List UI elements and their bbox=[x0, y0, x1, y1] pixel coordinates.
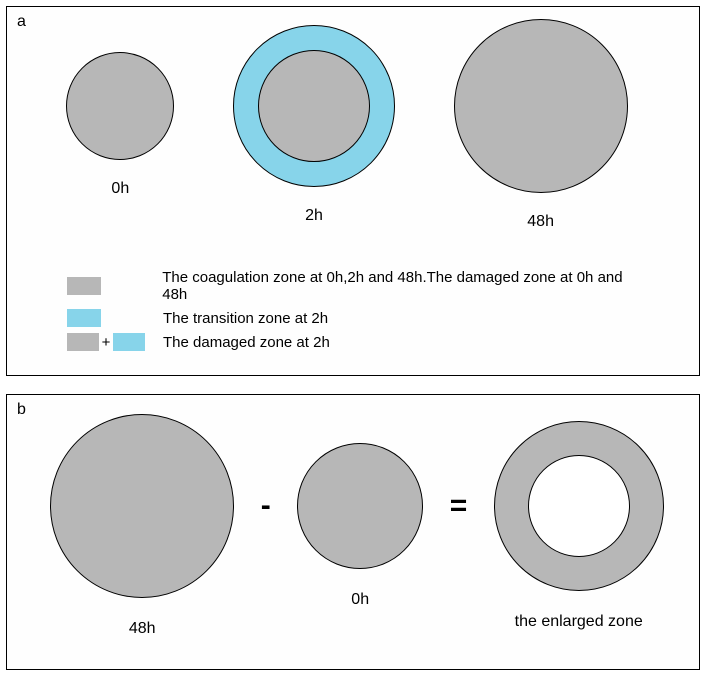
legend-text-2: The transition zone at 2h bbox=[163, 310, 328, 327]
circle-group-0h: 0h bbox=[66, 52, 174, 198]
circle-2h-container bbox=[233, 25, 395, 187]
legend-swatch-group-3: + bbox=[67, 333, 145, 351]
eq-enlarged: the enlarged zone bbox=[494, 421, 664, 631]
panel-a-circles-row: 0h 2h 48h bbox=[37, 35, 657, 215]
label-b-enlarged: the enlarged zone bbox=[515, 613, 643, 631]
legend-swatch-group-1 bbox=[67, 277, 144, 295]
panel-a-label: a bbox=[17, 13, 26, 31]
circle-48h-outer bbox=[454, 19, 628, 193]
label-b-48h: 48h bbox=[129, 620, 156, 638]
panel-b-label: b bbox=[17, 401, 26, 419]
legend-swatch-cyan-2 bbox=[113, 333, 145, 351]
legend: The coagulation zone at 0h,2h and 48h.Th… bbox=[67, 269, 647, 357]
legend-swatch-cyan bbox=[67, 309, 101, 327]
legend-swatch-grey-2 bbox=[67, 333, 99, 351]
panel-a: a 0h 2h 48h bbox=[6, 6, 700, 376]
label-b-0h: 0h bbox=[351, 591, 369, 609]
circle-group-48h: 48h bbox=[454, 19, 628, 231]
circle-b-48h bbox=[50, 414, 234, 598]
label-48h: 48h bbox=[527, 213, 554, 231]
circle-b-0h bbox=[297, 443, 423, 569]
panel-b: b 48h - 0h = the enlarged zone bbox=[6, 394, 700, 670]
legend-swatch-grey-1 bbox=[67, 277, 101, 295]
ring-outer bbox=[494, 421, 664, 591]
circle-group-2h: 2h bbox=[233, 25, 395, 225]
legend-row-1: The coagulation zone at 0h,2h and 48h.Th… bbox=[67, 269, 647, 303]
ring-inner bbox=[528, 455, 630, 557]
label-2h: 2h bbox=[305, 207, 323, 225]
eq-0h: 0h bbox=[297, 443, 423, 609]
legend-swatch-group-2 bbox=[67, 309, 145, 327]
circle-2h-outer bbox=[233, 25, 395, 187]
legend-row-2: The transition zone at 2h bbox=[67, 309, 647, 327]
minus-op: - bbox=[261, 489, 271, 523]
legend-row-3: + The damaged zone at 2h bbox=[67, 333, 647, 351]
circle-0h-outer bbox=[66, 52, 174, 160]
equals-op: = bbox=[450, 489, 468, 523]
equation-row: 48h - 0h = the enlarged zone bbox=[37, 431, 677, 621]
legend-text-1: The coagulation zone at 0h,2h and 48h.Th… bbox=[162, 269, 647, 303]
circle-2h-inner bbox=[258, 50, 370, 162]
label-0h: 0h bbox=[111, 180, 129, 198]
circle-0h-container bbox=[66, 52, 174, 160]
circle-48h-container bbox=[454, 19, 628, 193]
eq-48h: 48h bbox=[50, 414, 234, 638]
plus-icon: + bbox=[102, 334, 111, 351]
legend-text-3: The damaged zone at 2h bbox=[163, 334, 330, 351]
